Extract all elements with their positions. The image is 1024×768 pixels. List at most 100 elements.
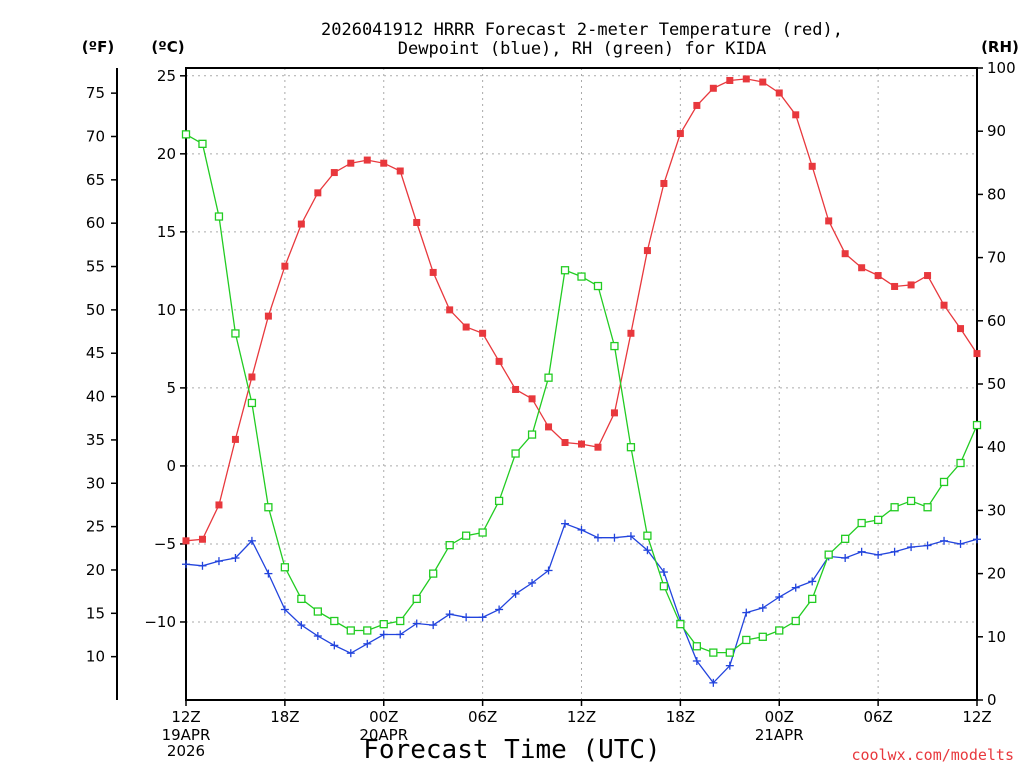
temperature-point [545, 423, 553, 431]
rh-point [841, 534, 850, 543]
rh-point [445, 541, 454, 550]
dewpoint-point [247, 536, 256, 545]
celsius-tick-label: 10 [157, 301, 176, 319]
temperature-point [512, 385, 520, 393]
temperature-point [627, 329, 635, 337]
temperature-point [643, 247, 651, 255]
data-series [181, 75, 982, 687]
rh-point [297, 594, 306, 604]
temperature-point [528, 395, 536, 403]
dewpoint-point [264, 569, 273, 578]
rh-point [758, 632, 767, 641]
temperature-point [215, 501, 223, 509]
chart-subtitle: Dewpoint (blue), RH (green) for KIDA [398, 39, 766, 59]
fahrenheit-tick-label: 65 [86, 171, 105, 189]
dewpoint-point [742, 608, 751, 617]
dewpoint-point [544, 566, 553, 575]
rh-point [181, 130, 191, 139]
rh-point [808, 594, 817, 604]
rh-point [280, 563, 290, 572]
fahrenheit-tick-label: 10 [86, 648, 105, 666]
rh-point [560, 266, 570, 275]
rh-unit-label: (RH) [981, 38, 1019, 56]
rh-point [593, 281, 603, 291]
celsius-tick-label: 0 [166, 457, 176, 475]
dewpoint-point [775, 593, 784, 602]
dewpoint-point [231, 553, 240, 562]
rh-point [429, 569, 438, 578]
rh-point [379, 620, 388, 629]
dewpoint-point [659, 568, 668, 577]
temperature-series [182, 75, 981, 545]
dewpoint-point [890, 547, 899, 556]
fahrenheit-tick-label: 15 [86, 604, 105, 622]
temperature-point [907, 281, 915, 289]
credit-link[interactable]: coolwx.com/modelts [851, 746, 1014, 764]
x-tick-label: 06Z [863, 708, 892, 726]
dewpoint-point [593, 533, 602, 542]
rh-point [478, 528, 487, 537]
rh-tick-label: 10 [987, 628, 1006, 646]
temperature-point [396, 167, 404, 175]
fahrenheit-tick-label: 40 [86, 388, 105, 406]
chart-title: 2026041912 HRRR Forecast 2-meter Tempera… [321, 20, 843, 40]
temperature-point [561, 439, 569, 447]
temperature-point [363, 156, 371, 164]
dewpoint-point [396, 630, 405, 639]
dewpoint-point [511, 589, 520, 598]
dewpoint-point [808, 577, 817, 586]
rh-point [725, 648, 734, 657]
x-tick-label: 18Z [666, 708, 695, 726]
rh-tick-label: 60 [987, 312, 1006, 330]
x-date-label: 2026 [167, 742, 205, 760]
dewpoint-point [346, 649, 355, 658]
fahrenheit-unit-label: (ºF) [82, 38, 114, 56]
dewpoint-point [841, 553, 850, 562]
temperature-point [594, 443, 602, 451]
rh-point [198, 139, 207, 148]
rh-point [890, 503, 899, 512]
rh-series [181, 130, 982, 657]
rh-tick-label: 80 [987, 185, 1006, 203]
x-tick-label: 00Z [765, 708, 794, 726]
temperature-point [446, 306, 454, 314]
dewpoint-point [725, 661, 734, 670]
temperature-point [380, 159, 388, 167]
dewpoint-series [182, 519, 981, 687]
temperature-point [660, 179, 668, 187]
dewpoint-point [280, 605, 289, 614]
rh-point [692, 642, 702, 651]
x-tick-label: 12Z [962, 708, 991, 726]
rh-point [363, 626, 372, 635]
rh-point [775, 626, 784, 635]
rh-point [906, 496, 916, 506]
rh-point [643, 531, 652, 540]
temperature-point [775, 89, 783, 97]
rh-point [231, 329, 240, 338]
dewpoint-point [577, 525, 586, 534]
rh-point [544, 373, 553, 382]
temperature-point [874, 272, 882, 280]
temperature-point [231, 435, 239, 443]
rh-tick-label: 50 [987, 375, 1006, 393]
rh-point [313, 607, 322, 616]
rh-point [972, 420, 982, 430]
dewpoint-point [692, 656, 701, 665]
temperature-point [709, 84, 717, 92]
temperature-point [792, 111, 800, 119]
fahrenheit-tick-label: 25 [86, 518, 105, 536]
fahrenheit-tick-label: 45 [86, 344, 105, 362]
rh-point [923, 503, 932, 512]
dewpoint-point [956, 539, 965, 548]
fahrenheit-tick-label: 60 [86, 214, 105, 232]
fahrenheit-tick-label: 35 [86, 431, 105, 449]
rh-point [791, 616, 800, 626]
temperature-point [610, 409, 618, 417]
fahrenheit-tick-label: 30 [86, 474, 105, 492]
temperature-point [973, 350, 981, 358]
rh-point [577, 272, 586, 281]
dewpoint-point [379, 630, 388, 639]
dewpoint-point [330, 641, 339, 650]
dewpoint-point [791, 583, 800, 592]
dewpoint-point [923, 541, 932, 550]
